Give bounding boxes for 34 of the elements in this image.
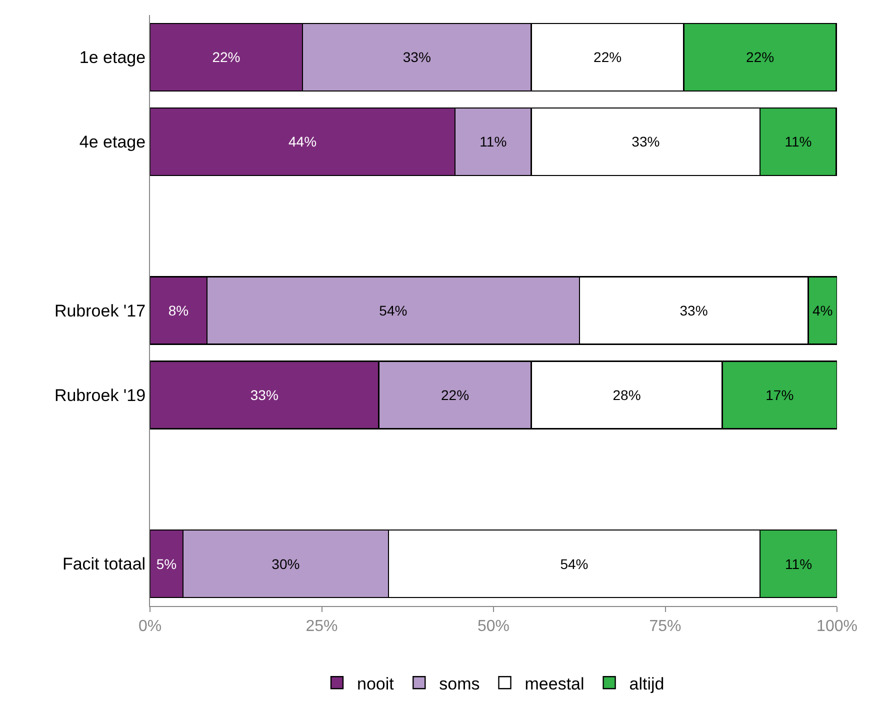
data-label: 5% <box>156 556 177 572</box>
data-label: 11% <box>784 134 812 150</box>
data-label: 17% <box>766 386 794 403</box>
y-tick-label: Rubroek '17 <box>54 301 146 320</box>
data-label: 33% <box>250 386 278 403</box>
y-tick-label: 4e etage <box>79 132 146 152</box>
x-tick-label: 50% <box>477 618 510 636</box>
data-label: 22% <box>441 386 470 403</box>
data-label: 22% <box>212 49 240 66</box>
legend-label: soms <box>439 674 480 694</box>
data-label: 8% <box>168 302 189 318</box>
data-label: 4% <box>812 302 833 318</box>
data-label: 33% <box>402 49 431 66</box>
y-tick-label: Rubroek '19 <box>54 386 146 405</box>
data-label: 22% <box>594 49 622 66</box>
data-label: 33% <box>632 134 660 150</box>
data-label: 22% <box>746 49 774 66</box>
legend-label: altijd <box>629 674 664 694</box>
data-label: 54% <box>379 302 408 318</box>
data-label: 11% <box>480 134 507 150</box>
x-tick-label: 100% <box>816 618 858 636</box>
x-tick-label: 0% <box>138 618 162 636</box>
data-label: 11% <box>785 556 812 572</box>
data-label: 28% <box>612 386 641 403</box>
legend-label: nooit <box>357 674 394 694</box>
x-tick-label: 25% <box>306 618 338 636</box>
y-tick-label: 1e etage <box>79 48 146 68</box>
data-label: 54% <box>560 556 588 572</box>
data-label: 33% <box>680 302 708 318</box>
legend-label: meestal <box>524 674 584 694</box>
data-label: 30% <box>272 556 300 572</box>
x-tick-label: 75% <box>649 618 682 636</box>
y-tick-label: Facit totaal <box>62 554 146 574</box>
data-label: 44% <box>288 134 317 150</box>
